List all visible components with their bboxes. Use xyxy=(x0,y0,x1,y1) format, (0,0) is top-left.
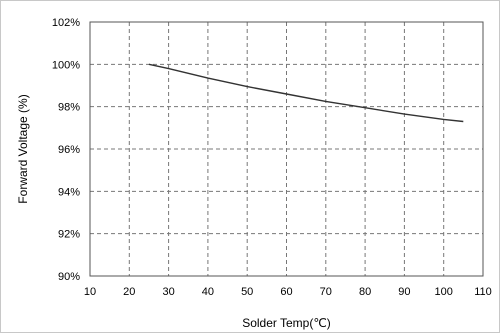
y-tick-label: 98% xyxy=(58,102,80,114)
x-tick-label: 100 xyxy=(435,286,453,298)
x-tick-label: 10 xyxy=(84,286,96,298)
grid-lines xyxy=(90,22,483,276)
y-tick-labels: 90% 92% 94% 96% 98% 100% 102% xyxy=(52,17,80,283)
series-line-0 xyxy=(148,63,464,123)
y-tick-label: 96% xyxy=(58,144,80,156)
y-tick-label: 92% xyxy=(58,229,80,241)
y-tick-label: 90% xyxy=(58,271,80,283)
x-tick-label: 40 xyxy=(202,286,214,298)
x-tick-label: 80 xyxy=(359,286,371,298)
x-tick-label: 50 xyxy=(241,286,253,298)
x-tick-label: 20 xyxy=(123,286,135,298)
x-tick-label: 30 xyxy=(162,286,174,298)
x-tick-label: 60 xyxy=(280,286,292,298)
series-layer xyxy=(148,63,464,123)
plot-area-border xyxy=(89,21,484,277)
y-tick-label: 100% xyxy=(52,59,80,71)
x-tick-labels: 10 20 30 40 50 60 70 80 90 100 110 xyxy=(84,286,492,298)
x-axis-title: Solder Temp(℃) xyxy=(242,316,331,330)
y-axis-title: Forward Voltage (%) xyxy=(16,94,30,203)
x-tick-label: 90 xyxy=(398,286,410,298)
x-tick-label: 110 xyxy=(474,286,492,298)
x-tick-label: 70 xyxy=(320,286,332,298)
y-tick-label: 94% xyxy=(58,186,80,198)
y-tick-label: 102% xyxy=(52,17,80,29)
